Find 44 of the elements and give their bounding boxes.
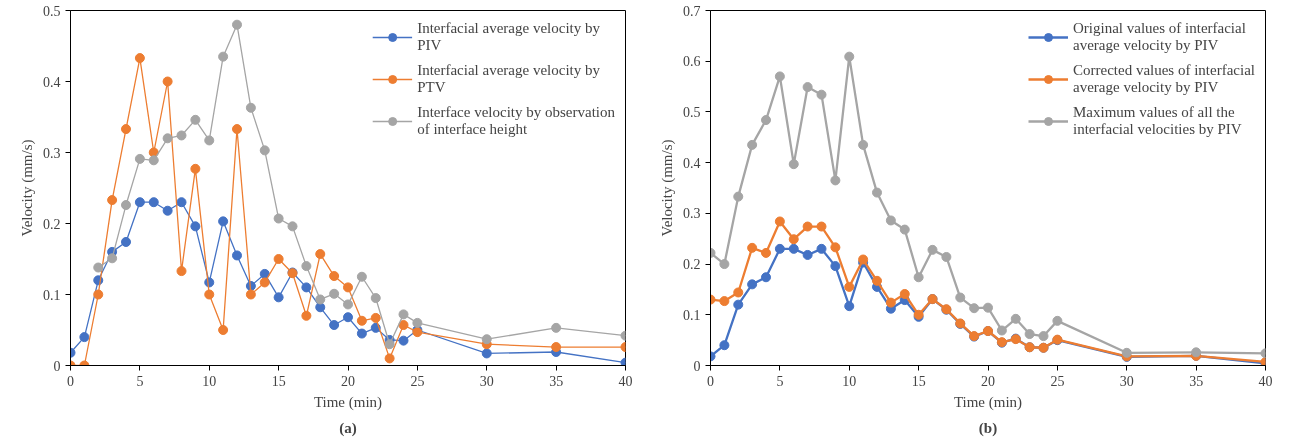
x-tick-label: 35 bbox=[1189, 373, 1204, 389]
legend-label: Interfacial average velocity by PIV bbox=[417, 20, 600, 54]
x-axis-title: Time (min) bbox=[953, 393, 1023, 411]
y-tick-label: 0.2 bbox=[43, 216, 61, 232]
x-tick-label: 0 bbox=[707, 373, 714, 389]
x-tick-label: 15 bbox=[271, 373, 286, 389]
y-tick-label: 0.1 bbox=[43, 287, 61, 303]
legend-label: Corrected values of interfacial average velocity by PIV bbox=[1073, 62, 1255, 96]
y-tick-label: 0.7 bbox=[683, 3, 701, 19]
y-tick-label: 0.2 bbox=[683, 257, 701, 273]
y-tick-label: 0 bbox=[53, 358, 61, 374]
x-tick-label: 5 bbox=[776, 373, 784, 389]
x-tick-label: 40 bbox=[1258, 373, 1273, 389]
y-tick-label: 0.3 bbox=[683, 206, 701, 222]
x-tick-label: 30 bbox=[479, 373, 494, 389]
x-tick-label: 20 bbox=[341, 373, 355, 389]
y-tick-label: 0.5 bbox=[683, 104, 701, 120]
x-tick-label: 15 bbox=[911, 373, 926, 389]
text: (b) bbox=[978, 419, 998, 437]
legend-label: Maximum values of all the interfacial velocities by PIV bbox=[1073, 104, 1242, 138]
y-tick-label: 0.4 bbox=[43, 74, 61, 90]
text: (a) bbox=[339, 419, 357, 437]
legend-label: Interface velocity by observation of interface height bbox=[417, 104, 615, 138]
y-tick-label: 0.1 bbox=[683, 307, 701, 323]
x-tick-label: 10 bbox=[202, 373, 217, 389]
x-tick-label: 10 bbox=[842, 373, 857, 389]
y-tick-label: 0.6 bbox=[683, 54, 701, 70]
x-tick-label: 20 bbox=[981, 373, 995, 389]
x-tick-label: 35 bbox=[549, 373, 564, 389]
legend-label: Interfacial average velocity by PTV bbox=[417, 62, 600, 96]
y-tick-label: 0.5 bbox=[43, 3, 61, 19]
x-axis-title: Time (min) bbox=[313, 393, 383, 411]
y-axis-title: Velocity (mm/s) bbox=[659, 139, 676, 237]
y-tick-label: 0.4 bbox=[683, 155, 701, 171]
y-tick-label: 0.3 bbox=[43, 145, 61, 161]
x-tick-label: 30 bbox=[1119, 373, 1134, 389]
x-tick-label: 25 bbox=[1050, 373, 1065, 389]
x-tick-label: 40 bbox=[618, 373, 633, 389]
x-tick-label: 5 bbox=[136, 373, 144, 389]
y-tick-label: 0 bbox=[693, 358, 701, 374]
legend-label: Original values of interfacial average velocity by PIV bbox=[1073, 20, 1246, 54]
x-tick-label: 25 bbox=[410, 373, 425, 389]
y-axis-title: Velocity (mm/s) bbox=[19, 139, 36, 237]
x-tick-label: 0 bbox=[67, 373, 74, 389]
